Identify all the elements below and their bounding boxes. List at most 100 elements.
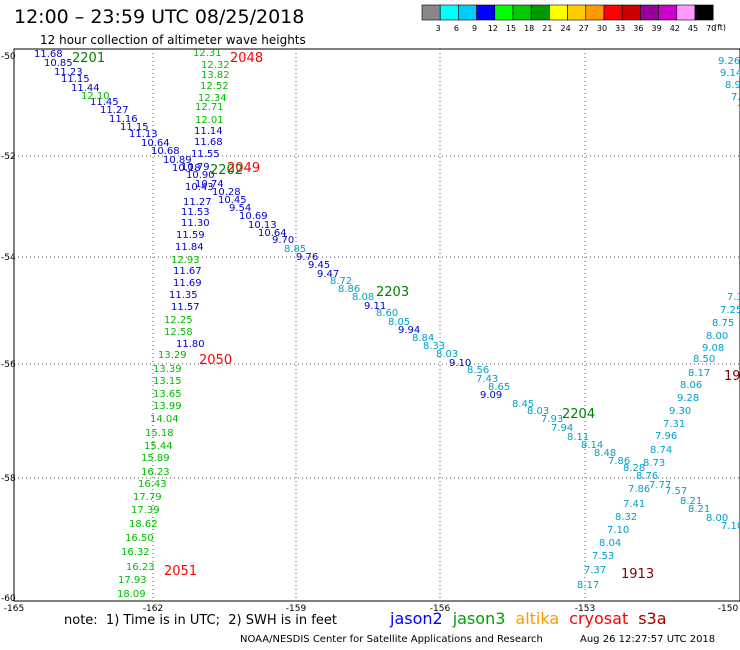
colorbar-swatch [658, 4, 678, 21]
wave-height-value: 7. [731, 92, 740, 103]
wave-height-value: 8.08 [352, 292, 374, 303]
wave-height-value: 10.74 [195, 179, 224, 190]
wave-height-value: 11.35 [169, 290, 198, 301]
colorbar-swatch [476, 4, 496, 21]
credit-text: NOAA/NESDIS Center for Satellite Applica… [240, 634, 543, 645]
wave-height-value: 8.84 [412, 333, 434, 344]
wave-height-value: 9.11 [364, 301, 386, 312]
wave-height-value: 8.17 [688, 368, 710, 379]
wave-height-value: 7.25 [720, 305, 740, 316]
wave-height-value: 13.65 [153, 389, 182, 400]
colorbar-label: 6 [454, 24, 459, 33]
satellite-legend: jason2 jason3 altika cryosat s3a [390, 609, 677, 628]
colorbar-label: 30 [597, 24, 607, 33]
wave-height-value: 11.69 [173, 278, 202, 289]
wave-height-value: 11.15 [61, 74, 90, 85]
latitude-tick-label: -54 [1, 253, 16, 263]
colorbar-swatch [458, 4, 477, 21]
wave-height-value: 7.77 [649, 480, 671, 491]
wave-height-value: 9.54 [229, 203, 251, 214]
pass-number: 2050 [199, 353, 232, 368]
wave-height-value: 10.64 [141, 138, 170, 149]
wave-height-value: 16.23 [141, 467, 170, 478]
wave-height-value: 12.34 [198, 93, 227, 104]
wave-height-value: 8.73 [643, 458, 665, 469]
wave-height-value: 8.04 [599, 538, 621, 549]
wave-height-value: 11.67 [173, 266, 202, 277]
wave-height-value: 8.72 [330, 276, 352, 287]
wave-height-value: 12.32 [201, 60, 230, 71]
wave-height-value: 11.55 [191, 149, 220, 160]
latitude-tick-label: -58 [1, 474, 16, 484]
colorbar-swatch [694, 4, 714, 21]
wave-height-value: 11.45 [90, 97, 119, 108]
wave-height-value: 11.57 [171, 302, 200, 313]
wave-height-value: 7.57 [665, 486, 687, 497]
wave-height-value: 11.16 [109, 114, 138, 125]
wave-height-value: 16.50 [125, 533, 154, 544]
wave-height-value: 9.28 [677, 393, 699, 404]
wave-height-value: 7. [737, 104, 740, 115]
wave-height-value: 11.53 [181, 207, 210, 218]
wave-height-value: 10.43 [185, 182, 214, 193]
page-subtitle: 12 hour collection of altimeter wave hei… [40, 33, 306, 47]
wave-height-value: 11.59 [176, 230, 205, 241]
colorbar-swatch [549, 4, 568, 21]
colorbar-label: 45 [688, 24, 698, 33]
wave-height-value: 10.18 [172, 163, 201, 174]
wave-height-value: 11.27 [100, 105, 129, 116]
wave-height-value: 7.3 [727, 292, 740, 303]
legend-entry-cryosat: cryosat [569, 609, 629, 628]
wave-height-value: 13.29 [158, 350, 187, 361]
wave-height-tracks: 11.6810.8511.2311.1511.4411.4511.2711.16… [34, 48, 740, 600]
colorbar-label: 12 [488, 24, 498, 33]
wave-height-value: 8.33 [423, 341, 445, 352]
wave-height-value: 8.48 [594, 448, 616, 459]
wave-height-value: 8.06 [680, 380, 702, 391]
pass-number: 2202 [210, 163, 243, 178]
colorbar-label: 70 [706, 24, 716, 33]
wave-height-value: 8.76 [636, 471, 658, 482]
wave-height-value: 9.47 [317, 269, 339, 280]
wave-height-value: 13.99 [153, 401, 182, 412]
wave-height-value: 8.85 [284, 244, 306, 255]
wave-height-value: 7.96 [655, 431, 677, 442]
wave-height-value: 8.21 [688, 504, 710, 515]
wave-height-value: 7.53 [592, 551, 614, 562]
longitude-tick-label: -150 [718, 604, 739, 614]
wave-height-value: 18.09 [117, 589, 146, 600]
wave-height-value: 10.90 [186, 170, 215, 181]
wave-height-value: 10.68 [151, 146, 180, 157]
wave-height-value: 10.89 [163, 155, 192, 166]
wave-height-value: 10.64 [258, 228, 287, 239]
wave-height-value: 13.15 [153, 376, 182, 387]
wave-height-value: 10.79 [181, 162, 210, 173]
colorbar-label: 15 [506, 24, 516, 33]
wave-height-value: 8.86 [338, 284, 360, 295]
colorbar-label: 27 [579, 24, 589, 33]
map-axis-labels: -165 -162 -159 -156 -153 -150 -50 -52 -54 -56 -58 -… [1, 52, 738, 614]
wave-height-value: 15.44 [144, 441, 173, 452]
colorbar-swatch [494, 4, 514, 21]
map-frame [13, 48, 740, 602]
wave-height-value: 12.31 [193, 48, 222, 59]
colorbar-label: 18 [524, 24, 534, 33]
wave-height-value: 16.32 [121, 547, 150, 558]
pass-number: 2049 [227, 161, 260, 176]
wave-height-value: 7.93 [541, 414, 563, 425]
wave-height-value: 16.43 [138, 479, 167, 490]
wave-height-value: 9.94 [398, 325, 420, 336]
wave-height-value: 11.13 [129, 129, 158, 140]
pass-number: 2051 [164, 564, 197, 579]
longitude-tick-label: -159 [286, 604, 307, 614]
wave-height-value: 8.03 [436, 349, 458, 360]
longitude-tick-label: -156 [430, 604, 451, 614]
wave-height-value: 11.44 [71, 83, 100, 94]
wave-height-value: 9.76 [296, 252, 318, 263]
wave-height-value: 9.45 [308, 260, 330, 271]
wave-height-value: 11.23 [54, 67, 83, 78]
colorbar-swatch [603, 4, 623, 21]
wave-height-value: 9.09 [480, 390, 502, 401]
wave-height-value: 8.9 [725, 80, 740, 91]
